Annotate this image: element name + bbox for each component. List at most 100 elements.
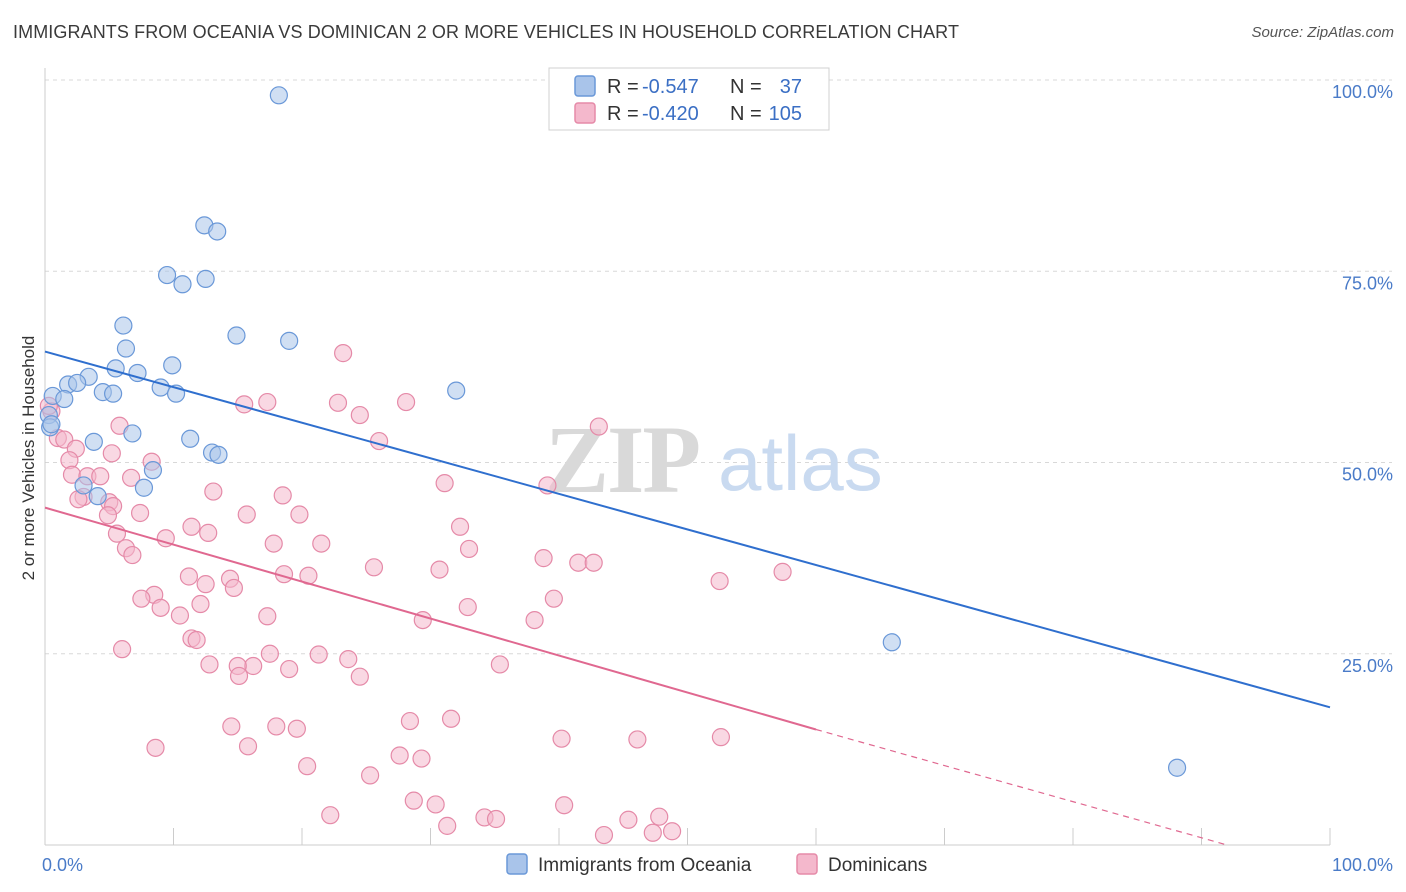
- oceania-point: [882, 633, 901, 652]
- dominican-point: [91, 467, 110, 486]
- dominican-trend-line: [44, 506, 817, 731]
- dominican-point: [450, 517, 470, 536]
- chart-title: IMMIGRANTS FROM OCEANIA VS DOMINICAN 2 O…: [13, 22, 960, 42]
- dominican-point: [123, 545, 142, 565]
- dominican-point: [390, 746, 409, 765]
- dominican-point: [396, 392, 416, 412]
- source-label: Source: ZipAtlas.com: [1251, 24, 1394, 41]
- dominican-point: [430, 560, 449, 579]
- y-axis-label: 2 or more Vehicles in Household: [19, 336, 38, 581]
- dominican-point: [525, 610, 544, 630]
- legend-n-label: N =: [730, 103, 762, 125]
- y-tick-label: 75.0%: [1342, 273, 1393, 293]
- oceania-point: [106, 359, 125, 378]
- dominican-point: [264, 534, 283, 553]
- legend-r-value: -0.547: [642, 76, 699, 98]
- oceania-point: [196, 269, 215, 288]
- dominican-point: [130, 503, 150, 523]
- dominican-point: [334, 344, 353, 363]
- dominican-point: [191, 594, 210, 614]
- dominican-point: [132, 589, 151, 608]
- legend-r-value: -0.420: [642, 103, 699, 125]
- dominican-point: [204, 482, 223, 501]
- oceania-point: [74, 476, 93, 495]
- dominican-point: [643, 823, 662, 842]
- legend-box: R = -0.547 N = 37 R = -0.420 N = 105: [548, 67, 830, 131]
- oceania-point: [208, 222, 227, 241]
- dominican-point: [290, 505, 309, 524]
- x-tick-label: 0.0%: [42, 855, 83, 875]
- oceania-trend-line: [44, 350, 1331, 709]
- dominican-point: [773, 562, 792, 581]
- dominican-point: [486, 809, 506, 829]
- dominican-point: [490, 655, 509, 674]
- dominican-point: [361, 766, 380, 785]
- dominican-point: [438, 816, 457, 835]
- dominican-point: [321, 806, 340, 825]
- oceania-point: [68, 373, 87, 393]
- dominican-point: [280, 659, 299, 679]
- oceania-point: [114, 316, 133, 335]
- oceania-point: [173, 275, 192, 294]
- dominican-point: [156, 529, 175, 548]
- dominican-point: [441, 709, 461, 728]
- oceania-point: [134, 478, 154, 497]
- dominican-point: [260, 644, 279, 663]
- oceania-point: [269, 86, 288, 105]
- dominican-point: [370, 431, 389, 451]
- dominican-trend-extension: [815, 728, 1228, 846]
- dominican-point: [179, 567, 199, 586]
- dominican-point: [711, 728, 731, 747]
- oceania-point: [88, 487, 107, 506]
- dominican-point: [146, 738, 165, 757]
- dominican-point: [121, 468, 141, 487]
- dominican-point: [287, 719, 306, 738]
- oceania-point: [447, 381, 466, 400]
- trend-lines: [44, 350, 1331, 846]
- dominican-point: [273, 486, 292, 505]
- oceania-point: [209, 445, 228, 464]
- dominican-point: [426, 795, 445, 814]
- dominican-point: [98, 506, 118, 525]
- dominican-point: [628, 730, 647, 749]
- oceania-point: [128, 363, 147, 383]
- dominican-point: [458, 597, 477, 617]
- dominican-point: [244, 656, 263, 676]
- dominican-point: [312, 534, 331, 553]
- legend-r-label: R =: [607, 76, 639, 98]
- dominican-point: [237, 505, 256, 524]
- dominican-point: [555, 796, 574, 815]
- dominican-point: [222, 717, 241, 736]
- oceania-point: [163, 356, 182, 375]
- dominican-point: [619, 810, 638, 829]
- watermark: ZIP atlas: [545, 406, 883, 513]
- oceania-point: [55, 389, 74, 409]
- oceania-point: [143, 461, 163, 480]
- dominican-point: [569, 553, 588, 572]
- y-tick-label: 100.0%: [1332, 82, 1393, 102]
- dominican-point: [350, 405, 369, 425]
- legend-n-value: 105: [769, 103, 802, 125]
- dominican-point: [350, 667, 369, 686]
- legend-swatch-blue: [574, 75, 596, 97]
- y-tick-labels: 100.0% 75.0% 50.0% 25.0%: [1332, 82, 1393, 676]
- legend-n-value: 37: [780, 76, 802, 98]
- dominican-point: [364, 558, 384, 577]
- oceania-point: [280, 331, 299, 350]
- dominican-point: [594, 825, 614, 845]
- legend-swatch-pink: [574, 102, 596, 124]
- dominican-point: [182, 517, 201, 536]
- dominican-point: [102, 444, 121, 463]
- dominican-point: [224, 578, 243, 598]
- oceania-point: [42, 415, 61, 434]
- bottom-legend: Immigrants from Oceania Dominicans: [506, 853, 927, 876]
- bottom-legend-label: Dominicans: [828, 855, 927, 876]
- x-tick-label: 100.0%: [1332, 855, 1393, 875]
- dominican-point: [200, 655, 219, 674]
- bottom-legend-swatch-pink: [796, 853, 818, 875]
- dominican-point: [187, 630, 206, 650]
- legend-n-label: N =: [730, 76, 762, 98]
- legend-r-label: R =: [607, 103, 639, 125]
- dominican-point: [170, 606, 190, 625]
